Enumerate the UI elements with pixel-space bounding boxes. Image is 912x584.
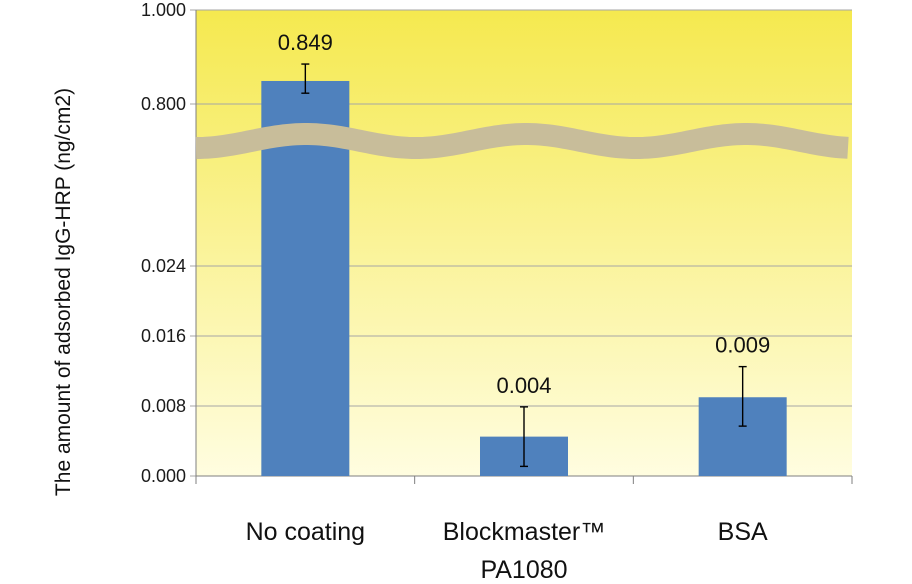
x-tick-label: BSA	[718, 518, 768, 546]
y-tick-label: 1.000	[141, 0, 186, 20]
x-tick-label: No coating	[246, 518, 366, 546]
y-tick-label: 0.008	[141, 396, 186, 416]
y-axis-title: The amount of adsorbed IgG-HRP (ng/cm2)	[52, 88, 75, 496]
error-bar	[520, 406, 528, 468]
data-label: 0.009	[715, 333, 770, 358]
y-tick-label: 0.024	[141, 256, 186, 276]
y-tick-label: 0.016	[141, 326, 186, 346]
labels: 0.000 0.008 0.016 0.024 0.800 1.000 0.849 No co…	[141, 0, 770, 584]
y-tick-label: 0.000	[141, 466, 186, 486]
x-tick-label: PA1080	[480, 556, 567, 584]
error-bar	[301, 63, 310, 94]
error-bars	[301, 63, 747, 468]
bars	[261, 80, 787, 476]
axis-break-band	[195, 123, 849, 160]
data-label: 0.849	[278, 30, 333, 55]
x-tick-label: Blockmaster™	[443, 518, 606, 546]
error-bar	[738, 365, 747, 427]
y-tick-label: 0.800	[141, 94, 186, 114]
data-label: 0.004	[496, 373, 551, 398]
